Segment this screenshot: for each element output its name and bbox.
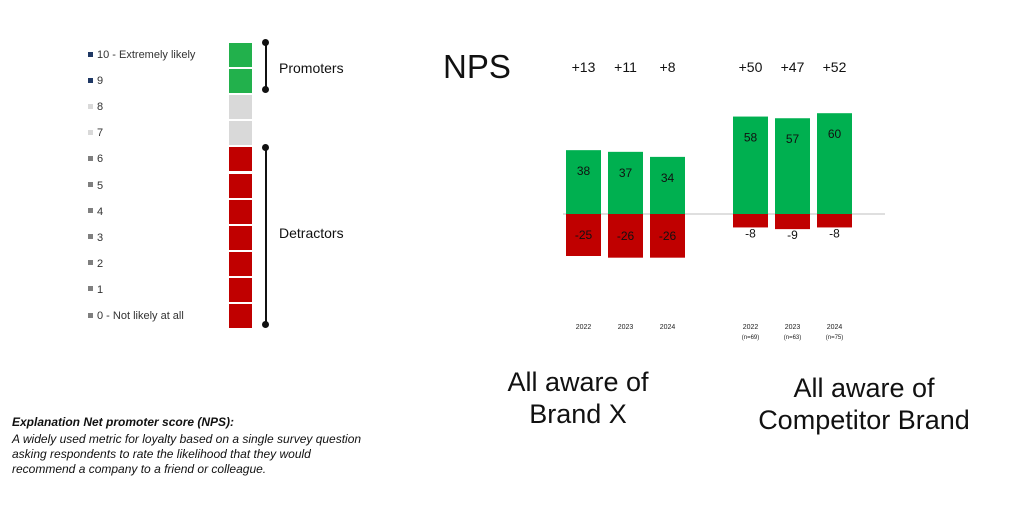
scale-marker-icon [88,208,93,214]
scale-label-text: 8 [97,101,104,114]
nps-title: NPS [443,48,511,85]
detractors-bar [566,214,601,256]
detractors-value-label: -8 [829,226,840,240]
promoters-value-label: 57 [786,132,800,146]
scale-label-10: 0 - Not likely at all [88,310,184,322]
promoters-bar [650,156,685,214]
promoters-label: Promoters [279,60,344,76]
scale-label-3: 7 [88,127,103,139]
scale-label-2: 8 [88,101,103,113]
nps-value-label: +52 [823,59,847,75]
promoters-bar [817,113,852,214]
promoters-bracket-bottom-dot [262,86,269,93]
scale-box-3 [229,121,252,146]
scale-label-8: 2 [88,258,103,270]
detractors-bar [775,214,810,230]
scale-box-0 [229,43,252,67]
year-tick-label: 2022 [576,324,592,331]
promoters-value-label: 37 [619,166,633,180]
detractors-bracket-bottom-dot [262,321,269,328]
scale-box-6 [229,199,252,224]
scale-box-8 [229,251,252,276]
scale-marker-icon [88,77,93,83]
explanation-title: Explanation Net promoter score (NPS): [12,415,235,429]
scale-marker-icon [88,260,93,266]
scale-marker-icon [88,312,93,318]
scale-label-text: 2 [97,257,104,270]
scale-label-6: 4 [88,206,103,218]
nps-value-label: +47 [781,59,805,75]
scale-box-1 [229,69,252,94]
detractors-value-label: -26 [659,229,677,243]
year-tick-label: 2023 [618,324,634,331]
sample-size-label: (n=69) [742,335,760,341]
year-tick-label: 2022 [743,324,759,331]
scale-label-5: 5 [88,180,103,192]
scale-label-text: 1 [97,283,104,296]
scale-marker-icon [88,234,93,240]
scale-marker-icon [88,103,93,109]
nps-value-label: +13 [572,59,596,75]
scale-label-9: 1 [88,284,103,296]
promoters-bar [775,118,810,214]
scale-marker-icon [88,182,93,188]
caption-competitor-brand: All aware of Competitor Brand [758,373,970,435]
nps-value-label: +8 [660,59,676,75]
scale-marker-icon [88,129,93,135]
scale-box-9 [229,277,252,302]
scale-label-text: 5 [97,179,104,192]
detractors-bar [650,214,685,258]
scale-label-text: 7 [97,127,104,140]
year-tick-label: 2024 [827,324,843,331]
scale-label-0: 10 - Extremely likely [88,49,195,61]
nps-value-label: +11 [614,59,637,75]
promoters-bar [566,150,601,214]
scale-label-4: 6 [88,153,103,165]
detractors-label: Detractors [279,225,344,241]
scale-label-text: 6 [97,153,104,166]
promoters-value-label: 60 [828,127,842,141]
explanation-text: A widely used metric for loyalty based o… [12,432,362,476]
nps-value-label: +50 [739,59,763,75]
promoters-bar [608,151,643,214]
scale-marker-icon [88,51,93,57]
sample-size-label: (n=63) [784,335,802,341]
detractors-value-label: -25 [575,228,593,242]
scale-marker-icon [88,155,93,161]
promoters-bar [733,116,768,214]
detractors-bar [608,214,643,258]
detractors-bar [733,214,768,228]
promoters-value-label: 34 [661,171,675,185]
promoters-bracket-top-dot [262,39,269,46]
scale-marker-icon [88,286,93,292]
detractors-value-label: -8 [745,226,756,240]
detractors-value-label: -9 [787,228,798,242]
detractors-value-label: -26 [617,229,635,243]
sample-size-label: (n=75) [826,335,844,341]
scale-box-7 [229,225,252,250]
scale-label-text: 0 - Not likely at all [97,310,184,322]
scale-box-10 [229,304,252,328]
scale-label-7: 3 [88,232,103,244]
scale-label-1: 9 [88,75,103,87]
promoters-bracket [265,42,267,90]
promoters-value-label: 58 [744,131,758,145]
scale-box-5 [229,173,252,198]
scale-label-text: 3 [97,231,104,244]
year-tick-label: 2024 [660,324,676,331]
promoters-value-label: 38 [577,164,591,178]
detractors-bar [817,214,852,228]
scale-box-4 [229,147,252,172]
year-tick-label: 2023 [785,324,801,331]
scale-label-text: 10 - Extremely likely [97,49,196,61]
detractors-bracket-top-dot [262,144,269,151]
scale-box-2 [229,95,252,120]
scale-label-text: 9 [97,75,104,88]
scale-label-text: 4 [97,205,104,218]
caption-brand-x: All aware of Brand X [507,367,649,429]
detractors-bracket [265,147,267,325]
